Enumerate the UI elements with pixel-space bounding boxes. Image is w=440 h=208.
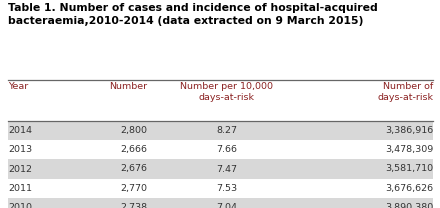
Text: 3,386,916: 3,386,916 [385,126,433,135]
Text: 2,738: 2,738 [120,203,147,208]
Text: 3,581,710: 3,581,710 [385,165,433,173]
Text: 7.04: 7.04 [216,203,237,208]
Bar [8,198,433,208]
Text: Year: Year [8,82,28,91]
Text: Number of
days-at-risk: Number of days-at-risk [378,82,433,102]
Text: Number: Number [109,82,147,91]
Text: 2012: 2012 [8,165,32,173]
Text: 2,676: 2,676 [121,165,147,173]
Text: 7.47: 7.47 [216,165,237,173]
Text: 3,676,626: 3,676,626 [385,184,433,193]
Text: Table 1. Number of cases and incidence of hospital-acquired
bacteraemia,2010-201: Table 1. Number of cases and incidence o… [8,3,378,26]
Text: 2013: 2013 [8,145,32,154]
Text: Number per 10,000
days-at-risk: Number per 10,000 days-at-risk [180,82,273,102]
Bar [8,121,433,140]
Text: 2,800: 2,800 [121,126,147,135]
Text: 7.53: 7.53 [216,184,237,193]
Text: 2,666: 2,666 [121,145,147,154]
Text: 2014: 2014 [8,126,32,135]
Text: 8.27: 8.27 [216,126,237,135]
Bar [8,159,433,179]
Text: 3,890,380: 3,890,380 [385,203,433,208]
Text: 7.66: 7.66 [216,145,237,154]
Text: 2011: 2011 [8,184,32,193]
Text: 2010: 2010 [8,203,32,208]
Text: 3,478,309: 3,478,309 [385,145,433,154]
Text: 2,770: 2,770 [121,184,147,193]
